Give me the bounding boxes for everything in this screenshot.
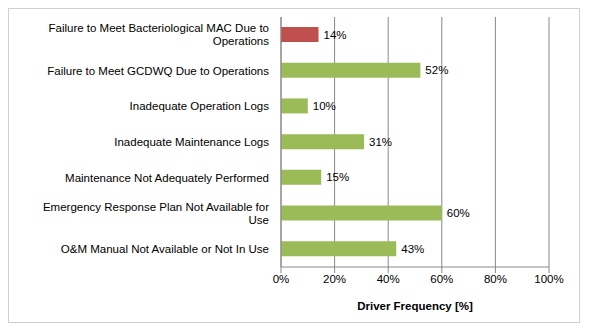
svg-text:Emergency Response Plan Not Av: Emergency Response Plan Not Available fo…: [43, 201, 269, 226]
svg-text:31%: 31%: [369, 136, 392, 148]
svg-text:10%: 10%: [313, 100, 336, 112]
svg-text:Failure to Meet GCDWQ Due to O: Failure to Meet GCDWQ Due to Operations: [47, 65, 269, 77]
svg-text:0%: 0%: [273, 273, 290, 285]
svg-text:20%: 20%: [323, 273, 346, 285]
svg-text:40%: 40%: [377, 273, 400, 285]
svg-text:80%: 80%: [484, 273, 507, 285]
svg-text:60%: 60%: [430, 273, 453, 285]
svg-text:Failure to Meet Bacteriologica: Failure to Meet Bacteriological MAC Due …: [48, 22, 269, 47]
svg-text:Maintenance Not Adequately Per: Maintenance Not Adequately Performed: [65, 172, 269, 184]
svg-text:60%: 60%: [447, 207, 470, 219]
svg-text:52%: 52%: [425, 64, 448, 76]
svg-text:Inadequate Maintenance Logs: Inadequate Maintenance Logs: [114, 136, 269, 148]
svg-text:Inadequate Operation Logs: Inadequate Operation Logs: [130, 100, 270, 112]
svg-text:43%: 43%: [401, 243, 424, 255]
svg-text:14%: 14%: [324, 29, 347, 41]
svg-text:Driver Frequency [%]: Driver Frequency [%]: [357, 300, 473, 312]
svg-text:100%: 100%: [534, 273, 563, 285]
svg-text:15%: 15%: [326, 171, 349, 183]
svg-text:O&M Manual Not Available or N: O&M Manual Not Available or Not In Use: [61, 243, 269, 255]
